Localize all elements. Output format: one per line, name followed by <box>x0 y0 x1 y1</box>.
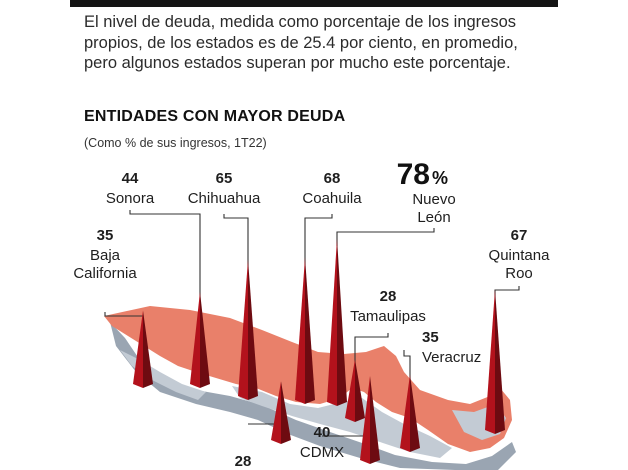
category-label-1-0: Sonora <box>106 190 155 207</box>
header-bar <box>70 0 558 7</box>
spike-shade-5 <box>355 359 365 422</box>
leader-line-6 <box>403 350 411 383</box>
leader-line-7 <box>494 286 520 298</box>
leader-line-4 <box>336 228 435 247</box>
spike-shade-0 <box>143 310 153 388</box>
spike-9 <box>271 381 281 444</box>
value-label-3: 68 <box>324 170 341 187</box>
category-label-5-0: Tamaulipas <box>350 308 426 325</box>
category-label-7-1: Roo <box>505 265 533 282</box>
spike-shade-1 <box>200 291 210 388</box>
value-label-2: 65 <box>216 170 233 187</box>
leader-line-1 <box>129 210 201 300</box>
value-label-5: 28 <box>380 288 397 305</box>
spike-shade-6 <box>410 374 420 452</box>
value-label-0: 35 <box>97 227 114 244</box>
value-label-9: 28 <box>235 453 252 470</box>
spike-1 <box>190 291 200 388</box>
map-region-south <box>232 386 452 458</box>
category-label-2-0: Chihuahua <box>188 190 261 207</box>
spike-5 <box>345 359 355 422</box>
category-label-0-1: California <box>73 265 137 282</box>
spike-shade-2 <box>248 259 258 400</box>
spike-0 <box>133 310 143 388</box>
leader-line-2 <box>223 214 249 268</box>
spike-4 <box>327 238 337 406</box>
category-label-3-0: Coahuila <box>302 190 362 207</box>
value-label-1: 44 <box>122 170 139 187</box>
spike-3 <box>295 257 305 404</box>
chart-subtitle: (Como % de sus ingresos, 1T22) <box>84 136 267 150</box>
value-label-7: 67 <box>511 227 528 244</box>
category-label-6-0: Veracruz <box>422 349 481 366</box>
leader-line-3 <box>304 214 333 266</box>
spike-shade-7 <box>495 289 505 434</box>
category-label-0-0: Baja <box>90 247 121 264</box>
spike-6 <box>400 374 410 452</box>
value-label-6: 35 <box>422 329 439 346</box>
spike-shade-8 <box>370 376 380 464</box>
spike-7 <box>485 289 495 434</box>
spike-shade-3 <box>305 257 315 404</box>
spike-shade-4 <box>337 238 347 406</box>
chart-title: ENTIDADES CON MAYOR DEUDA <box>84 108 346 125</box>
category-label-8-0: CDMX <box>300 444 344 461</box>
category-label-7-0: Quintana <box>489 247 551 264</box>
intro-paragraph: El nivel de deuda, medida como porcentaj… <box>84 13 518 72</box>
category-label-4-1: León <box>417 209 450 226</box>
leader-line-5 <box>354 333 389 368</box>
category-label-4-0: Nuevo <box>412 191 455 208</box>
spike-2 <box>238 259 248 400</box>
unit-label-4: % <box>432 168 448 188</box>
value-label-8: 40 <box>314 424 331 441</box>
spike-8 <box>360 376 370 464</box>
spike-shade-9 <box>281 381 291 444</box>
value-label-4: 78 <box>397 158 430 191</box>
